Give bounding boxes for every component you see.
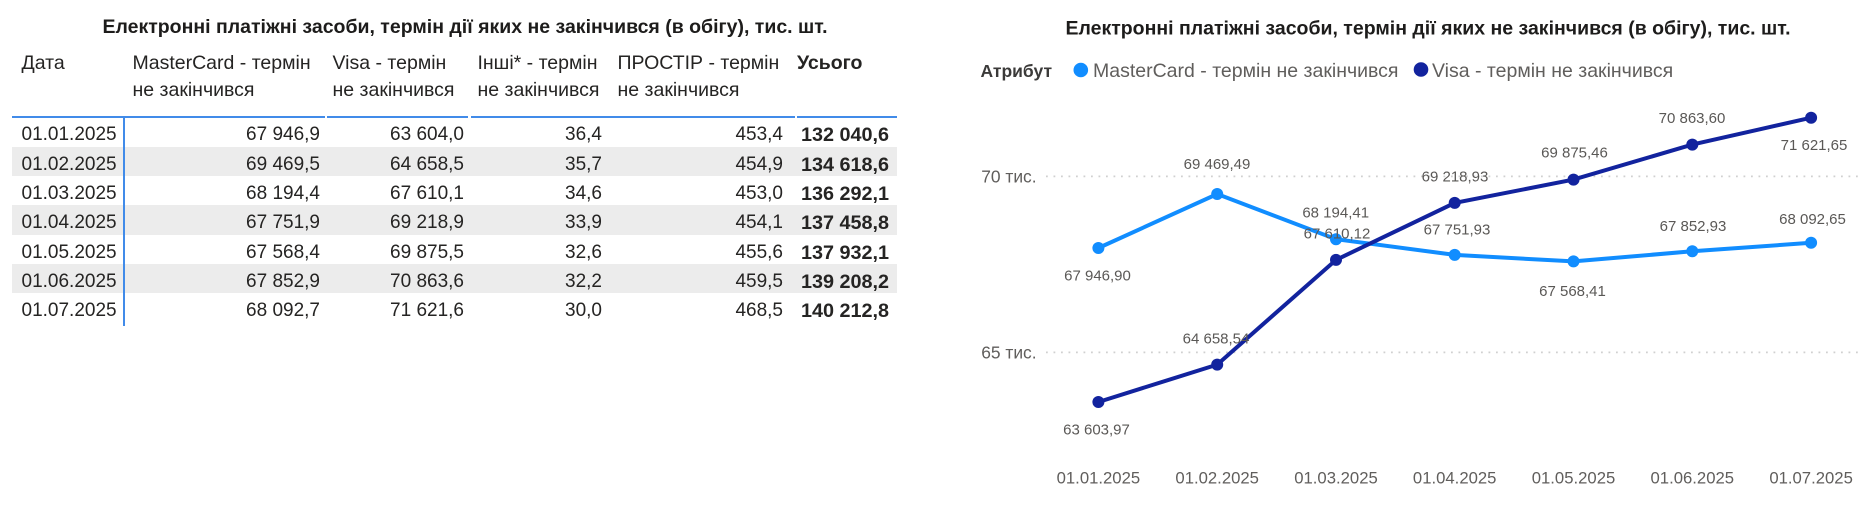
svg-text:69 469,49: 69 469,49 bbox=[1184, 156, 1251, 173]
svg-text:MasterCard - термін не закінчи: MasterCard - термін не закінчився bbox=[1093, 60, 1398, 82]
svg-text:65 тис.: 65 тис. bbox=[981, 343, 1036, 363]
svg-text:01.04.2025: 01.04.2025 bbox=[1413, 468, 1497, 487]
svg-text:01.01.2025: 01.01.2025 bbox=[1057, 468, 1141, 487]
svg-text:67 568,41: 67 568,41 bbox=[1539, 283, 1606, 300]
svg-text:68 092,65: 68 092,65 bbox=[1779, 211, 1846, 228]
svg-text:67 946,90: 67 946,90 bbox=[1064, 267, 1131, 284]
svg-text:67 751,93: 67 751,93 bbox=[1424, 222, 1491, 239]
svg-text:68 194,41: 68 194,41 bbox=[1302, 204, 1369, 221]
svg-text:67 852,93: 67 852,93 bbox=[1660, 218, 1727, 235]
svg-text:01.06.2025: 01.06.2025 bbox=[1651, 468, 1735, 487]
svg-text:Електронні платіжні засоби, те: Електронні платіжні засоби, термін дії я… bbox=[1065, 17, 1790, 39]
svg-text:70 863,60: 70 863,60 bbox=[1659, 110, 1726, 127]
svg-text:01.05.2025: 01.05.2025 bbox=[1532, 468, 1616, 487]
svg-text:71 621,65: 71 621,65 bbox=[1781, 137, 1848, 154]
svg-text:69 875,46: 69 875,46 bbox=[1541, 144, 1608, 161]
svg-text:01.02.2025: 01.02.2025 bbox=[1175, 468, 1259, 487]
svg-text:64 658,54: 64 658,54 bbox=[1183, 330, 1250, 347]
svg-text:69 218,93: 69 218,93 bbox=[1422, 168, 1489, 185]
svg-text:01.07.2025: 01.07.2025 bbox=[1769, 468, 1853, 487]
svg-text:70 тис.: 70 тис. bbox=[981, 167, 1036, 187]
svg-text:Атрибут: Атрибут bbox=[981, 61, 1053, 81]
svg-text:01.03.2025: 01.03.2025 bbox=[1294, 468, 1378, 487]
svg-text:Visa - термін не закінчився: Visa - термін не закінчився bbox=[1432, 60, 1673, 82]
svg-text:63 603,97: 63 603,97 bbox=[1063, 421, 1130, 438]
svg-text:67 610,12: 67 610,12 bbox=[1304, 226, 1371, 243]
